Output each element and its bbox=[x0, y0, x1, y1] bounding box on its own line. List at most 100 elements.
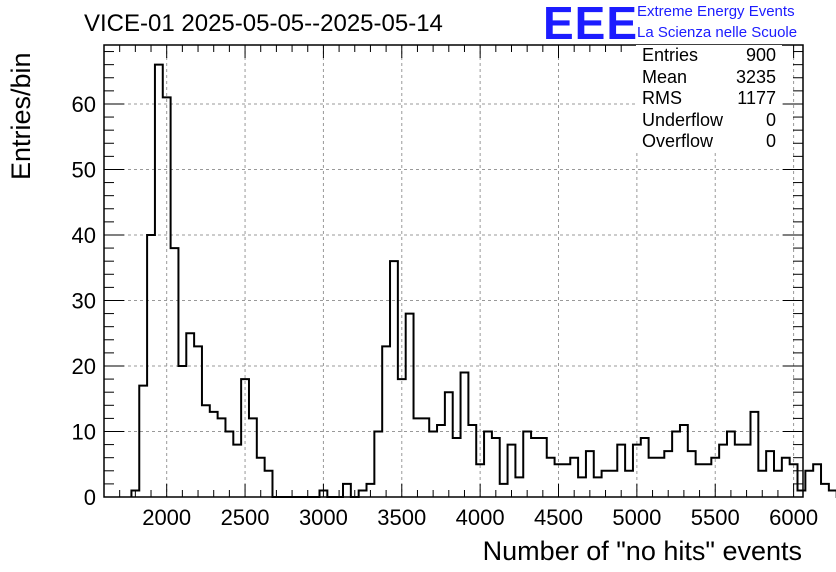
histogram-bin bbox=[813, 464, 821, 497]
eee-logo: EEE bbox=[543, 0, 639, 49]
stats-label: Underflow bbox=[642, 109, 724, 130]
y-tick-label: 40 bbox=[72, 223, 96, 248]
histogram-bin bbox=[406, 314, 414, 497]
histogram-bin bbox=[437, 425, 445, 497]
x-tick-label: 4500 bbox=[534, 505, 583, 530]
stats-row-underflow: Underflow 0 bbox=[636, 110, 782, 132]
histogram-bin bbox=[225, 431, 233, 497]
histogram-bin bbox=[508, 445, 516, 497]
stats-value: 0 bbox=[765, 109, 776, 130]
x-tick-label: 2500 bbox=[221, 505, 270, 530]
histogram-bin bbox=[727, 431, 735, 497]
histogram-bin bbox=[539, 438, 547, 497]
y-tick-label: 60 bbox=[72, 92, 96, 117]
histogram-bin bbox=[186, 333, 194, 497]
x-tick-label: 2000 bbox=[142, 505, 191, 530]
stats-row-rms: RMS 1177 bbox=[636, 88, 782, 110]
histogram-bin bbox=[171, 248, 179, 497]
stats-row-entries: Entries 900 bbox=[636, 45, 782, 67]
histogram-bin bbox=[249, 418, 257, 497]
x-axis-label: Number of "no hits" events bbox=[482, 536, 802, 566]
histogram-bin bbox=[445, 392, 453, 497]
histogram-bin bbox=[461, 373, 469, 497]
stats-box: Entries 900 Mean 3235 RMS 1177 Underflow… bbox=[636, 45, 782, 153]
histogram-bin bbox=[782, 458, 790, 497]
histogram-bin bbox=[523, 431, 531, 497]
histogram-bin bbox=[202, 405, 210, 497]
histogram-bin bbox=[805, 471, 813, 497]
histogram-bin bbox=[218, 418, 226, 497]
y-tick-label: 20 bbox=[72, 354, 96, 379]
histogram-bin bbox=[743, 445, 751, 497]
histogram-bin bbox=[609, 471, 617, 497]
histogram-bin bbox=[821, 484, 829, 497]
histogram-bin bbox=[390, 261, 398, 497]
histogram-bin bbox=[265, 471, 273, 497]
stats-value: 0 bbox=[765, 131, 776, 152]
stats-row-overflow: Overflow 0 bbox=[636, 131, 782, 153]
stats-label: RMS bbox=[642, 88, 682, 109]
histogram-bin bbox=[374, 431, 382, 497]
histogram-bin bbox=[735, 445, 743, 497]
histogram-bin bbox=[680, 425, 688, 497]
x-tick-label: 4000 bbox=[456, 505, 505, 530]
grid-lines bbox=[104, 45, 803, 497]
histogram-bin bbox=[492, 438, 500, 497]
histogram-bin bbox=[766, 451, 774, 497]
x-tick-label: 3500 bbox=[377, 505, 426, 530]
histogram-bin bbox=[531, 438, 539, 497]
histogram-bin bbox=[210, 412, 218, 497]
histogram-bin bbox=[750, 412, 758, 497]
histogram-bin bbox=[343, 484, 351, 497]
axis-ticks bbox=[103, 45, 803, 498]
x-tick-label: 5500 bbox=[691, 505, 740, 530]
plot-frame bbox=[103, 44, 804, 498]
histogram-bin bbox=[500, 484, 508, 497]
histogram-bin bbox=[429, 431, 437, 497]
y-tick-label: 30 bbox=[72, 288, 96, 313]
axis-tick-labels: 2000 2500 3000 3500 4000 4500 5000 5500 60000102… bbox=[72, 92, 819, 530]
x-tick-label: 3000 bbox=[299, 505, 348, 530]
histogram-series-line bbox=[130, 63, 836, 498]
y-tick-label: 0 bbox=[84, 485, 96, 510]
histogram-bin bbox=[421, 418, 429, 497]
histogram-bin bbox=[155, 65, 163, 497]
x-tick-label: 5000 bbox=[612, 505, 661, 530]
histogram-bin bbox=[594, 477, 602, 497]
histogram-bin bbox=[515, 477, 523, 497]
histogram-bin bbox=[194, 346, 202, 497]
stats-value: 1177 bbox=[737, 88, 776, 109]
histogram-bin bbox=[382, 346, 390, 497]
stats-label: Overflow bbox=[642, 131, 714, 152]
histogram-bin bbox=[672, 431, 680, 497]
histogram-bin bbox=[625, 471, 633, 497]
logo-line-2: La Scienza nelle Scuole bbox=[637, 24, 798, 41]
histogram-bin bbox=[484, 431, 492, 497]
histogram-bin bbox=[414, 418, 422, 497]
histogram-bin bbox=[562, 464, 570, 497]
histogram-bin bbox=[703, 464, 711, 497]
logo-line-1: Extreme Energy Events bbox=[637, 3, 795, 20]
stats-label: Mean bbox=[642, 66, 688, 87]
stats-value: 3235 bbox=[735, 66, 776, 87]
stats-value: 900 bbox=[745, 45, 776, 65]
histogram-bin bbox=[547, 458, 555, 497]
stats-row-mean: Mean 3235 bbox=[636, 67, 782, 89]
histogram-bin bbox=[468, 425, 476, 497]
y-axis-label: Entries/bin bbox=[6, 52, 36, 180]
chart-title: VICE-01 2025-05-05--2025-05-14 bbox=[84, 10, 443, 37]
stats-label: Entries bbox=[642, 45, 699, 65]
histogram-bin bbox=[656, 458, 664, 497]
histogram-bin bbox=[578, 477, 586, 497]
histogram-bin bbox=[453, 438, 461, 497]
histogram-bin bbox=[139, 386, 147, 497]
y-tick-label: 50 bbox=[72, 157, 96, 182]
histogram-bin bbox=[719, 445, 727, 497]
histogram-bin bbox=[233, 445, 241, 497]
y-tick-label: 10 bbox=[72, 419, 96, 444]
histogram-bin bbox=[617, 445, 625, 497]
histogram-bin bbox=[641, 438, 649, 497]
histogram-bin bbox=[688, 451, 696, 497]
x-tick-label: 6000 bbox=[769, 505, 818, 530]
